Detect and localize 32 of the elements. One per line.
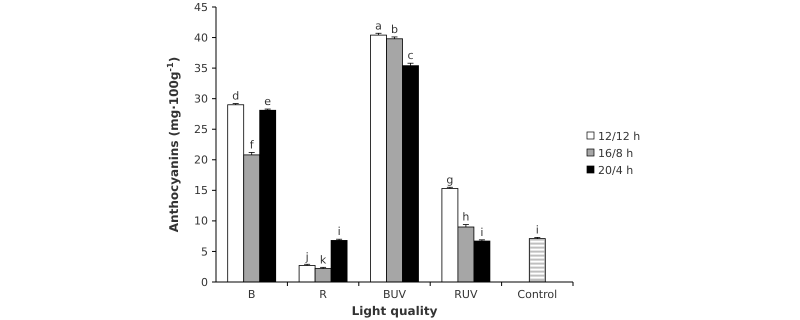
legend-label: 20/4 h (598, 164, 634, 177)
y-tick-label: 30 (194, 92, 208, 106)
y-tick-label: 0 (201, 276, 208, 289)
y-tick-label: 10 (194, 214, 208, 228)
x-tick-label: RUV (454, 288, 478, 301)
legend-label: 16/8 h (598, 146, 634, 160)
data-label: e (264, 95, 272, 108)
x-tick-label: Control (517, 288, 558, 301)
y-tick-label: 40 (194, 31, 208, 44)
data-label: d (232, 90, 240, 103)
y-tick-label: 15 (194, 184, 208, 198)
legend-label: 12/12 h (598, 130, 640, 143)
data-label: a (375, 19, 382, 32)
data-label: h (462, 210, 470, 224)
data-label: j (304, 250, 309, 264)
y-tick-label: 45 (194, 0, 208, 14)
y-tick-label: 25 (194, 123, 208, 136)
data-label: g (446, 173, 454, 186)
data-label: i (536, 223, 539, 236)
x-tick-label: B (248, 288, 256, 301)
data-label: b (391, 22, 398, 36)
y-tick-label: 5 (201, 245, 208, 258)
data-label: k (320, 253, 327, 266)
data-label: c (407, 49, 414, 62)
y-tick-label: 35 (194, 62, 208, 75)
x-tick-label: R (319, 288, 328, 301)
x-axis-title: Light quality (352, 304, 438, 318)
y-tick-label: 20 (194, 154, 208, 167)
x-tick-label: BUV (382, 288, 407, 301)
data-label: i (480, 226, 484, 239)
data-label: i (338, 225, 341, 238)
data-label: f (250, 138, 255, 152)
